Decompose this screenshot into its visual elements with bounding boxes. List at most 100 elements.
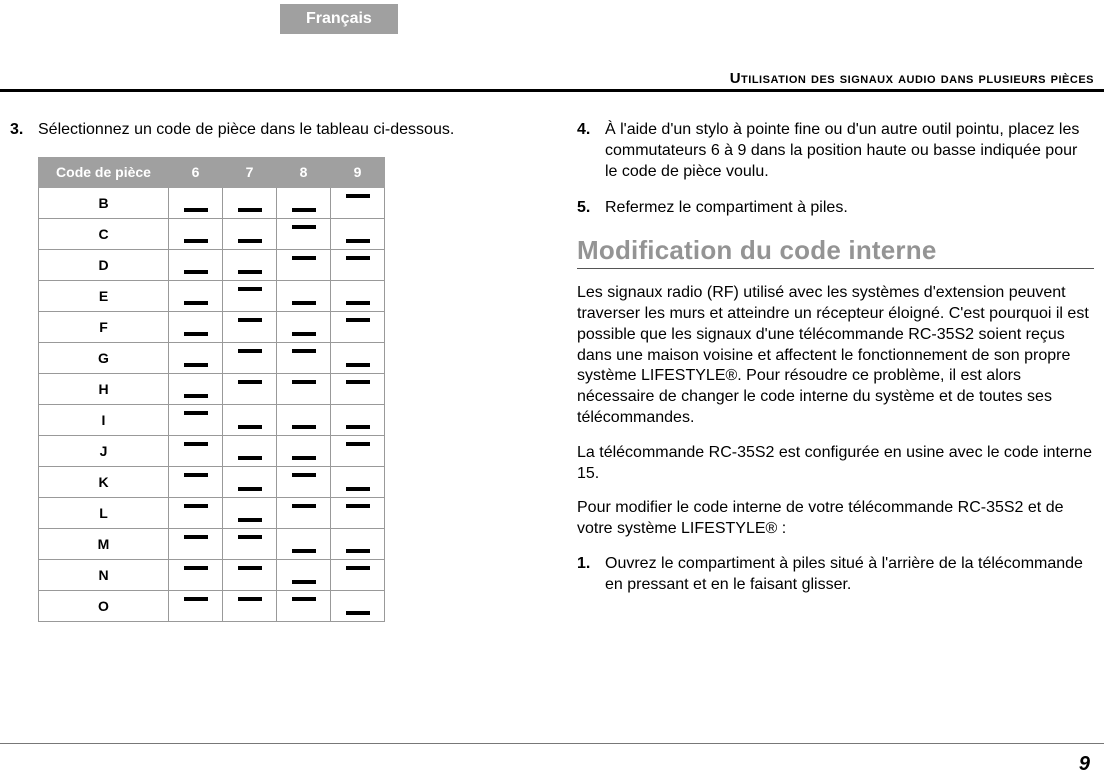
switch-cell: [223, 342, 277, 373]
table-row: K: [39, 466, 385, 497]
switch-bar-high: [238, 318, 262, 322]
switch-cell: [277, 497, 331, 528]
code-label-cell: I: [39, 404, 169, 435]
switch-bar-low: [184, 208, 208, 212]
switch-cell: [331, 435, 385, 466]
switch-bar-high: [292, 256, 316, 260]
switch-cell: [331, 311, 385, 342]
switch-bar-low: [346, 549, 370, 553]
switch-cell: [331, 280, 385, 311]
switch-cell: [169, 218, 223, 249]
switch-bar-high: [292, 380, 316, 384]
switch-cell: [331, 187, 385, 218]
switch-cell: [277, 187, 331, 218]
switch-bar-low: [292, 425, 316, 429]
step-number: 1.: [577, 554, 605, 596]
table-row: L: [39, 497, 385, 528]
step-number: 5.: [577, 198, 605, 219]
switch-cell: [331, 249, 385, 280]
switch-bar-high: [292, 225, 316, 229]
switch-cell: [223, 497, 277, 528]
switch-bar-low: [184, 239, 208, 243]
switch-bar-low: [238, 208, 262, 212]
code-label-cell: O: [39, 590, 169, 621]
table-row: B: [39, 187, 385, 218]
switch-cell: [277, 559, 331, 590]
switch-bar-high: [184, 473, 208, 477]
switch-bar-low: [184, 363, 208, 367]
switch-bar-low: [346, 425, 370, 429]
switch-bar-low: [238, 425, 262, 429]
heading-rule: [577, 268, 1094, 269]
table-header-cell: 7: [223, 157, 277, 187]
code-label-cell: N: [39, 559, 169, 590]
table-header-cell: Code de pièce: [39, 157, 169, 187]
switch-bar-low: [346, 301, 370, 305]
switch-cell: [169, 404, 223, 435]
switch-cell: [331, 342, 385, 373]
list-item: 5. Refermez le compartiment à piles.: [577, 198, 1094, 219]
switch-bar-low: [238, 518, 262, 522]
switch-bar-high: [292, 473, 316, 477]
switch-cell: [331, 497, 385, 528]
step-text: À l'aide d'un stylo à pointe fine ou d'u…: [605, 120, 1094, 182]
switch-bar-low: [184, 332, 208, 336]
step-text: Refermez le compartiment à piles.: [605, 198, 1094, 219]
switch-cell: [331, 559, 385, 590]
switch-cell: [169, 187, 223, 218]
switch-cell: [277, 280, 331, 311]
switch-bar-high: [346, 380, 370, 384]
switch-cell: [277, 528, 331, 559]
switch-bar-low: [184, 301, 208, 305]
switch-cell: [223, 435, 277, 466]
switch-cell: [277, 373, 331, 404]
switch-cell: [169, 590, 223, 621]
switch-bar-high: [184, 504, 208, 508]
switch-bar-low: [238, 487, 262, 491]
switch-cell: [277, 435, 331, 466]
switch-bar-low: [238, 456, 262, 460]
switch-bar-high: [238, 535, 262, 539]
code-label-cell: C: [39, 218, 169, 249]
code-label-cell: K: [39, 466, 169, 497]
code-label-cell: G: [39, 342, 169, 373]
switch-cell: [223, 280, 277, 311]
switch-cell: [169, 559, 223, 590]
switch-cell: [169, 497, 223, 528]
switch-bar-low: [346, 239, 370, 243]
switch-bar-high: [238, 287, 262, 291]
switch-bar-high: [238, 380, 262, 384]
step-text: Sélectionnez un code de pièce dans le ta…: [38, 120, 527, 141]
switch-bar-low: [346, 611, 370, 615]
switch-cell: [223, 404, 277, 435]
code-table-wrap: Code de pièce6789 BCDEFGHIJKLMNO: [38, 157, 527, 622]
switch-cell: [169, 249, 223, 280]
switch-cell: [169, 466, 223, 497]
switch-cell: [277, 466, 331, 497]
switch-cell: [223, 373, 277, 404]
switch-bar-high: [184, 442, 208, 446]
switch-bar-high: [184, 535, 208, 539]
switch-cell: [331, 590, 385, 621]
switch-cell: [169, 435, 223, 466]
code-label-cell: B: [39, 187, 169, 218]
switch-bar-high: [184, 597, 208, 601]
switch-cell: [331, 528, 385, 559]
code-label-cell: D: [39, 249, 169, 280]
switch-bar-high: [292, 504, 316, 508]
switch-bar-high: [346, 442, 370, 446]
switch-cell: [277, 342, 331, 373]
switch-cell: [277, 218, 331, 249]
switch-bar-high: [346, 504, 370, 508]
page-number: 9: [1079, 753, 1090, 776]
switch-cell: [169, 528, 223, 559]
switch-bar-low: [292, 456, 316, 460]
table-row: O: [39, 590, 385, 621]
table-row: I: [39, 404, 385, 435]
switch-cell: [223, 311, 277, 342]
heading-2: Modification du code interne: [577, 235, 1094, 266]
switch-cell: [331, 466, 385, 497]
switch-bar-low: [184, 270, 208, 274]
step-number: 3.: [10, 120, 38, 141]
switch-cell: [331, 218, 385, 249]
